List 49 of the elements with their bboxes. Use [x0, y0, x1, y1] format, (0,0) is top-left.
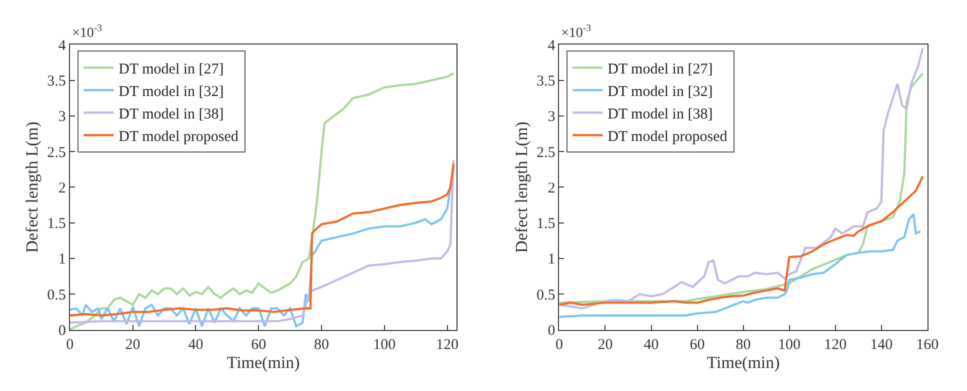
legend-label: DT model in [27] [608, 61, 713, 78]
line-series [70, 182, 455, 328]
y-tick-label: 4 [58, 38, 66, 54]
legend-label: DT model in [27] [118, 61, 224, 78]
x-axis-title: Time(min) [706, 352, 780, 372]
x-tick-label: 80 [736, 336, 751, 353]
y-tick-label: 2.5 [47, 144, 66, 161]
text: ×10$^{-3}$ [561, 23, 592, 41]
y-tick-label: 1 [58, 252, 66, 268]
y-axis-title: Defect length L(m) [512, 122, 532, 253]
x-tick-label: 100 [373, 336, 396, 353]
x-tick-label: 120 [436, 336, 459, 353]
y-tick-label: 2 [58, 180, 66, 196]
y-tick-label: 2 [548, 180, 556, 196]
y-tick-label: 1.5 [536, 216, 556, 232]
x-tick-label: 120 [824, 336, 847, 353]
text: ×10$^{-3}$ [72, 23, 102, 41]
legend-label: DT model in [38] [608, 106, 713, 122]
y-tick-label: 0 [58, 323, 66, 340]
y-tick-label: 0.5 [536, 287, 556, 304]
x-tick-label: 160 [916, 336, 939, 353]
x-tick-label: 100 [778, 336, 801, 353]
x-tick-label: 60 [251, 336, 266, 353]
x-tick-label: 20 [125, 336, 140, 353]
y-tick-label: 0 [548, 323, 556, 340]
line-series [559, 175, 924, 306]
y-tick-label: 0.5 [47, 287, 66, 304]
x-tick-label: 80 [314, 336, 329, 353]
y-tick-label: 3 [58, 109, 66, 126]
x-axis-title: Time(min) [226, 352, 300, 372]
y-tick-label: 3 [548, 109, 556, 126]
legend-label: DT model in [32] [118, 84, 224, 100]
y-tick-label: 3.5 [47, 74, 66, 90]
line-series [559, 213, 922, 318]
legend-label: DT model in [32] [608, 84, 713, 100]
y-tick-label: 2.5 [536, 144, 556, 161]
x-tick-label: 20 [598, 336, 613, 353]
y-tick-label: 1.5 [47, 216, 66, 232]
legend-label: DT model proposed [118, 128, 239, 145]
y-tick-label: 4 [548, 38, 556, 54]
x-tick-label: 40 [188, 336, 204, 353]
legend-label: DT model proposed [608, 128, 728, 145]
y-axis-title: Defect length L(m) [22, 122, 42, 253]
x-tick-label: 140 [870, 336, 893, 353]
x-tick-label: 40 [644, 336, 659, 353]
y-tick-label: 1 [548, 252, 556, 268]
legend-label: DT model in [38] [118, 106, 224, 122]
y-tick-label: 3.5 [536, 74, 556, 90]
x-tick-label: 60 [690, 336, 705, 353]
